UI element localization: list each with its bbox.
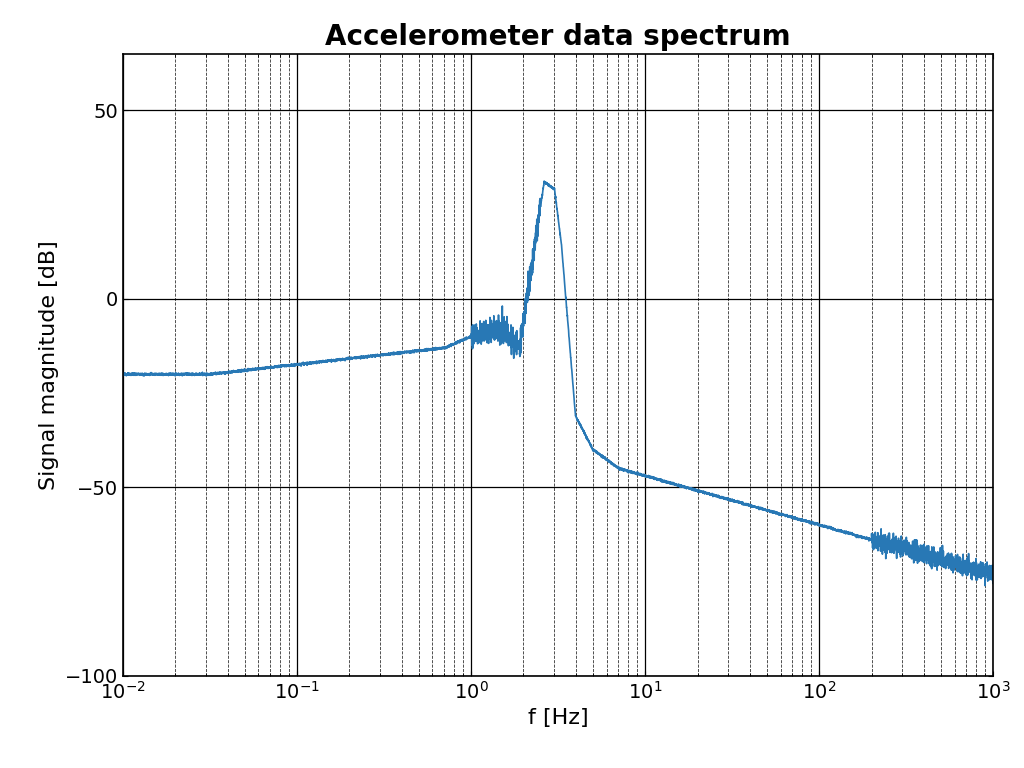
X-axis label: f [Hz]: f [Hz] [527,708,589,728]
Title: Accelerometer data spectrum: Accelerometer data spectrum [326,24,791,51]
Y-axis label: Signal magnitude [dB]: Signal magnitude [dB] [39,240,59,490]
